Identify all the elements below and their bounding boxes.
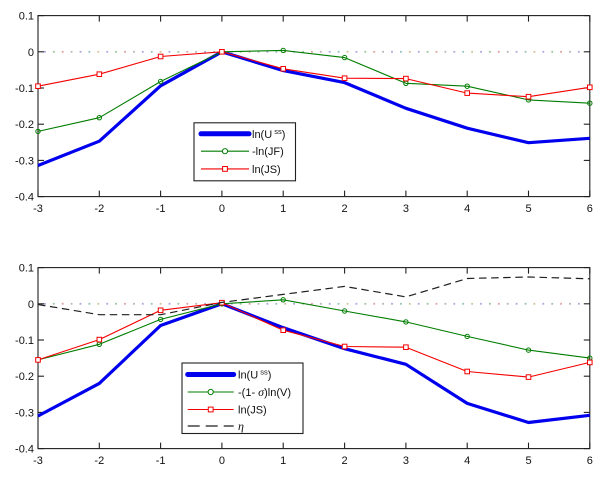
svg-text:-2: -2 [94, 203, 104, 215]
svg-text:2: 2 [342, 455, 348, 467]
svg-text:0: 0 [28, 47, 34, 59]
svg-text:6: 6 [587, 203, 593, 215]
svg-text:ln(JS): ln(JS) [238, 405, 267, 417]
svg-text:η: η [238, 419, 244, 433]
svg-text:1: 1 [280, 455, 286, 467]
svg-text:-0.1: -0.1 [15, 83, 34, 95]
svg-text:0: 0 [219, 455, 225, 467]
svg-text:0: 0 [28, 299, 34, 311]
svg-text:-1: -1 [156, 203, 166, 215]
svg-text:-0.4: -0.4 [15, 444, 34, 456]
svg-text:-0.2: -0.2 [15, 371, 34, 383]
svg-text:-2: -2 [94, 455, 104, 467]
svg-text:2: 2 [342, 203, 348, 215]
svg-text:0: 0 [219, 203, 225, 215]
svg-text:-3: -3 [33, 203, 43, 215]
svg-text:0.1: 0.1 [19, 11, 34, 23]
svg-text:-3: -3 [33, 455, 43, 467]
svg-text:1: 1 [280, 203, 286, 215]
svg-text:-ln(JF): -ln(JF) [252, 146, 284, 158]
svg-text:5: 5 [525, 455, 531, 467]
svg-text:4: 4 [464, 455, 470, 467]
svg-text:6: 6 [587, 455, 593, 467]
svg-text:-1: -1 [156, 455, 166, 467]
svg-text:-(1- σ)ln(V): -(1- σ)ln(V) [238, 385, 291, 399]
svg-text:-0.3: -0.3 [15, 407, 34, 419]
svg-text:ln(JS): ln(JS) [252, 164, 281, 176]
svg-text:-0.1: -0.1 [15, 335, 34, 347]
svg-text:0.1: 0.1 [19, 263, 34, 275]
svg-text:-0.2: -0.2 [15, 119, 34, 131]
svg-text:3: 3 [403, 455, 409, 467]
svg-text:4: 4 [464, 203, 470, 215]
svg-text:-0.3: -0.3 [15, 155, 34, 167]
svg-text:3: 3 [403, 203, 409, 215]
svg-text:-0.4: -0.4 [15, 192, 34, 204]
svg-text:5: 5 [525, 203, 531, 215]
